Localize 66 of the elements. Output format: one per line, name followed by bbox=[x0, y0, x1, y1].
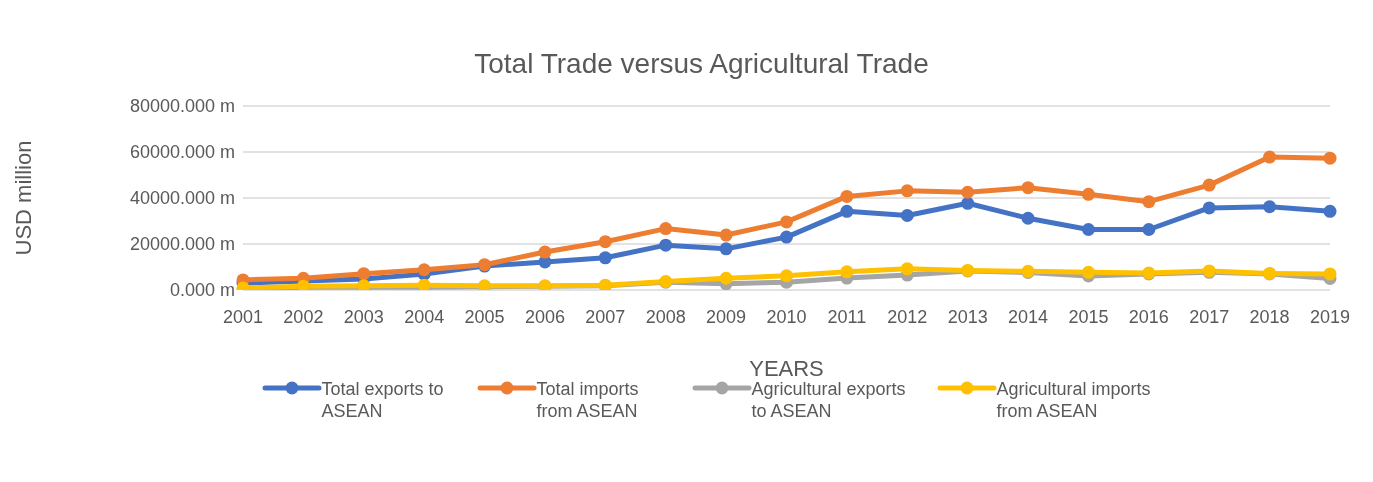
point bbox=[417, 263, 431, 277]
x-tick-label: 2004 bbox=[404, 306, 445, 327]
point bbox=[719, 242, 733, 256]
point bbox=[1263, 200, 1277, 214]
y-tick-label: 80000.000 m bbox=[129, 96, 235, 117]
point bbox=[840, 265, 854, 279]
point bbox=[1081, 265, 1095, 279]
point bbox=[1202, 201, 1216, 215]
x-tick-label: 2015 bbox=[1068, 306, 1109, 327]
x-tick-label: 2018 bbox=[1249, 306, 1290, 327]
y-tick-label: 60000.000 m bbox=[129, 142, 235, 163]
point bbox=[900, 262, 914, 276]
point bbox=[719, 228, 733, 242]
point bbox=[1081, 223, 1095, 237]
x-tick-label: 2014 bbox=[1008, 306, 1049, 327]
point bbox=[1323, 204, 1337, 218]
x-tick-label: 2016 bbox=[1128, 306, 1169, 327]
x-tick-label: 2011 bbox=[827, 306, 867, 327]
point bbox=[659, 222, 673, 236]
point bbox=[780, 215, 793, 229]
point bbox=[659, 238, 673, 252]
point bbox=[780, 269, 793, 283]
legend-label: Total exports to ASEAN bbox=[321, 378, 445, 422]
x-tick-label: 2008 bbox=[645, 306, 686, 327]
y-tick-label: 40000.000 m bbox=[129, 188, 235, 209]
point bbox=[1202, 178, 1216, 192]
x-tick-label: 2005 bbox=[464, 306, 505, 327]
point bbox=[357, 267, 371, 281]
point bbox=[1323, 267, 1337, 281]
y-tick-label: 20000.000 m bbox=[129, 234, 235, 255]
point bbox=[840, 204, 854, 218]
x-tick-label: 2019 bbox=[1309, 306, 1351, 327]
x-tick-label: 2012 bbox=[887, 306, 928, 327]
point bbox=[1142, 195, 1156, 209]
x-tick-label: 2017 bbox=[1189, 306, 1230, 327]
point bbox=[1323, 151, 1337, 165]
x-axis-title: YEARS bbox=[749, 356, 824, 381]
x-tick-label: 2006 bbox=[524, 306, 565, 327]
point bbox=[719, 271, 733, 285]
point bbox=[961, 196, 975, 210]
y-tick-label: 0.000 m bbox=[169, 280, 235, 301]
point bbox=[840, 189, 854, 203]
x-tick-label: 2002 bbox=[283, 306, 324, 327]
legend-label: Agricultural imports from ASEAN bbox=[996, 378, 1152, 422]
point bbox=[1081, 187, 1095, 201]
point bbox=[780, 230, 793, 244]
point bbox=[1021, 181, 1035, 195]
point bbox=[538, 245, 552, 259]
x-tick-label: 2013 bbox=[947, 306, 988, 327]
point bbox=[900, 208, 914, 222]
point bbox=[1021, 211, 1035, 225]
x-tick-label: 2003 bbox=[343, 306, 384, 327]
x-tick-label: 2009 bbox=[706, 306, 747, 327]
point bbox=[961, 185, 975, 199]
chart-title: Total Trade versus Agricultural Trade bbox=[473, 47, 930, 81]
legend-label: Total imports from ASEAN bbox=[536, 378, 640, 422]
point bbox=[598, 235, 612, 249]
point bbox=[1263, 150, 1277, 164]
y-axis-title: USD million bbox=[10, 140, 36, 256]
legend-label: Agricultural exports to ASEAN bbox=[751, 378, 907, 422]
point bbox=[1142, 223, 1156, 237]
x-tick-label: 2010 bbox=[766, 306, 807, 327]
x-tick-label: 2007 bbox=[585, 306, 626, 327]
x-tick-label: 2001 bbox=[222, 306, 264, 327]
point bbox=[900, 184, 914, 198]
point bbox=[598, 251, 612, 265]
